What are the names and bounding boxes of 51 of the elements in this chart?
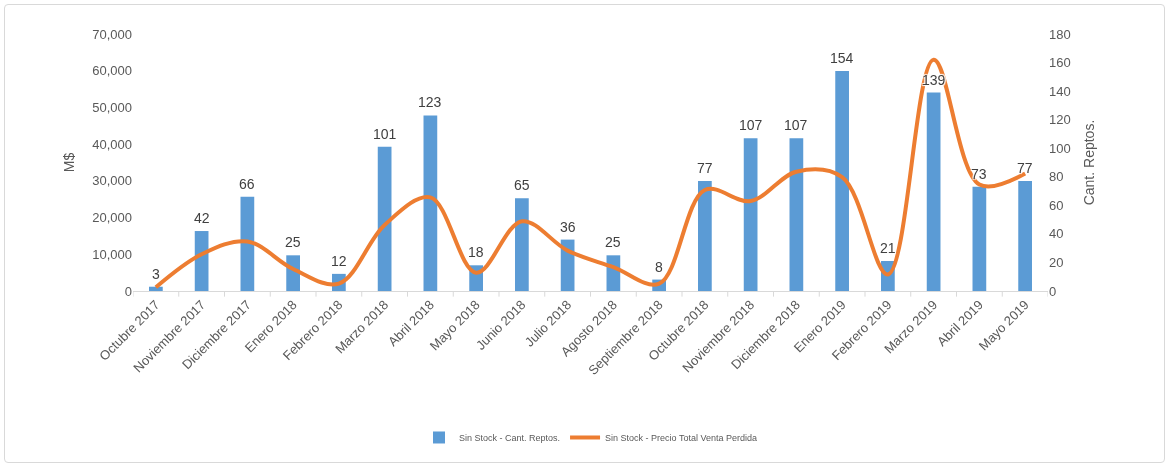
data-label: 12 bbox=[331, 253, 347, 269]
legend-label: Sin Stock - Cant. Reptos. bbox=[459, 433, 561, 443]
bar bbox=[240, 196, 255, 291]
data-label: 65 bbox=[514, 177, 530, 193]
bar bbox=[743, 138, 758, 291]
bar bbox=[835, 71, 849, 291]
y-tick-label: 30,000 bbox=[92, 173, 132, 189]
data-label: 77 bbox=[697, 160, 713, 176]
y-tick-label: 50,000 bbox=[92, 99, 132, 115]
data-label: 77 bbox=[1017, 160, 1033, 176]
y2-tick-label: 120 bbox=[1049, 112, 1071, 128]
y2-tick-label: 180 bbox=[1049, 26, 1071, 42]
data-label: 18 bbox=[468, 244, 484, 260]
data-label: 8 bbox=[655, 259, 663, 275]
bar bbox=[698, 181, 712, 291]
data-label: 21 bbox=[880, 240, 896, 256]
data-label: 107 bbox=[784, 117, 808, 133]
bar bbox=[972, 186, 987, 291]
bar bbox=[1018, 181, 1032, 291]
data-label: 107 bbox=[739, 117, 763, 133]
y2-tick-label: 100 bbox=[1049, 140, 1071, 156]
bar bbox=[926, 92, 941, 291]
bar bbox=[515, 198, 529, 291]
y-tick-label: 0 bbox=[124, 283, 132, 299]
data-label: 25 bbox=[285, 234, 301, 250]
data-label: 25 bbox=[605, 234, 621, 250]
bar bbox=[789, 138, 804, 291]
y-tick-label: 10,000 bbox=[92, 246, 132, 262]
data-label: 154 bbox=[830, 50, 854, 66]
y2-tick-label: 40 bbox=[1049, 226, 1064, 242]
data-label: 42 bbox=[194, 210, 210, 226]
y2-tick-label: 20 bbox=[1049, 254, 1064, 270]
y2-tick-label: 60 bbox=[1049, 197, 1064, 213]
y2-axis-title: Cant. Reptos. bbox=[1081, 119, 1097, 206]
bar bbox=[423, 115, 438, 291]
y2-tick-label: 160 bbox=[1049, 55, 1071, 71]
y2-tick-label: 80 bbox=[1049, 169, 1064, 185]
data-label: 36 bbox=[560, 219, 576, 235]
data-label: 123 bbox=[418, 94, 442, 110]
y-tick-label: 40,000 bbox=[92, 136, 132, 152]
y-axis-title: M$ bbox=[60, 152, 77, 173]
y-tick-label: 70,000 bbox=[92, 26, 132, 42]
y2-tick-label: 0 bbox=[1049, 283, 1057, 299]
data-label: 3 bbox=[152, 266, 160, 282]
y2-tick-label: 140 bbox=[1049, 83, 1071, 99]
y-tick-label: 60,000 bbox=[92, 63, 132, 79]
data-label: 101 bbox=[373, 126, 397, 142]
legend-label: Sin Stock - Precio Total Venta Perdida bbox=[605, 433, 757, 443]
data-label: 66 bbox=[239, 176, 255, 192]
bar bbox=[377, 146, 392, 291]
y-tick-label: 20,000 bbox=[92, 210, 132, 226]
